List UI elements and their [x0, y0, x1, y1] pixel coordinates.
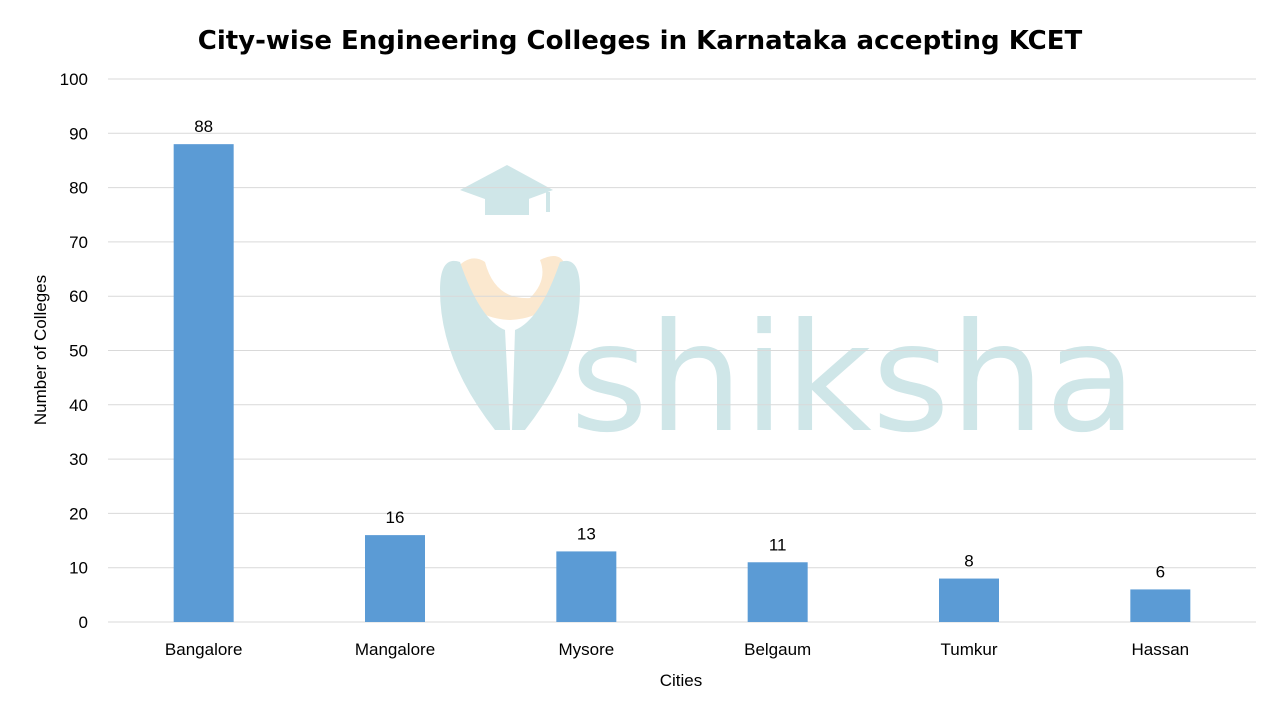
data-label: 16: [386, 508, 405, 527]
y-axis-label: Number of Colleges: [31, 275, 50, 425]
y-tick-label: 10: [69, 559, 88, 578]
data-label: 88: [194, 117, 213, 136]
y-axis-ticks: 0 10 20 30 40 50 60 70 80 90 100: [60, 70, 88, 632]
data-label: 8: [964, 552, 973, 571]
y-tick-label: 70: [69, 233, 88, 252]
y-tick-label: 0: [79, 613, 88, 632]
data-label: 6: [1156, 562, 1165, 581]
y-tick-label: 20: [69, 504, 88, 523]
x-tick-label: Hassan: [1132, 640, 1190, 659]
x-tick-label: Tumkur: [941, 640, 998, 659]
y-tick-label: 90: [69, 124, 88, 143]
y-tick-label: 100: [60, 70, 88, 89]
y-tick-label: 50: [69, 342, 88, 361]
x-tick-label: Mangalore: [355, 640, 435, 659]
chart-title: City-wise Engineering Colleges in Karnat…: [198, 26, 1083, 56]
x-axis-label: Cities: [660, 671, 703, 690]
bar-belgaum: [747, 562, 808, 622]
bars: [173, 144, 1191, 622]
watermark: shiksha: [440, 165, 1137, 466]
x-tick-label: Bangalore: [165, 640, 243, 659]
bar-hassan: [1130, 589, 1191, 622]
y-tick-label: 40: [69, 396, 88, 415]
bar-tumkur: [939, 578, 999, 622]
bar-mangalore: [365, 535, 425, 622]
x-axis-ticks: Bangalore Mangalore Mysore Belgaum Tumkur Has…: [165, 640, 1189, 659]
watermark-text: shiksha: [570, 292, 1137, 466]
y-tick-label: 80: [69, 179, 88, 198]
x-tick-label: Mysore: [558, 640, 614, 659]
x-tick-label: Belgaum: [744, 640, 811, 659]
data-label: 13: [577, 524, 596, 543]
bar-bangalore: [173, 144, 234, 622]
gridlines: [108, 78, 1256, 623]
data-label: 11: [769, 535, 787, 554]
shiksha-logo-icon: [440, 165, 580, 430]
bar-mysore: [556, 551, 617, 622]
y-tick-label: 60: [69, 287, 88, 306]
data-labels: 88 16 13 11 8 6: [194, 117, 1165, 581]
y-tick-label: 30: [69, 450, 88, 469]
